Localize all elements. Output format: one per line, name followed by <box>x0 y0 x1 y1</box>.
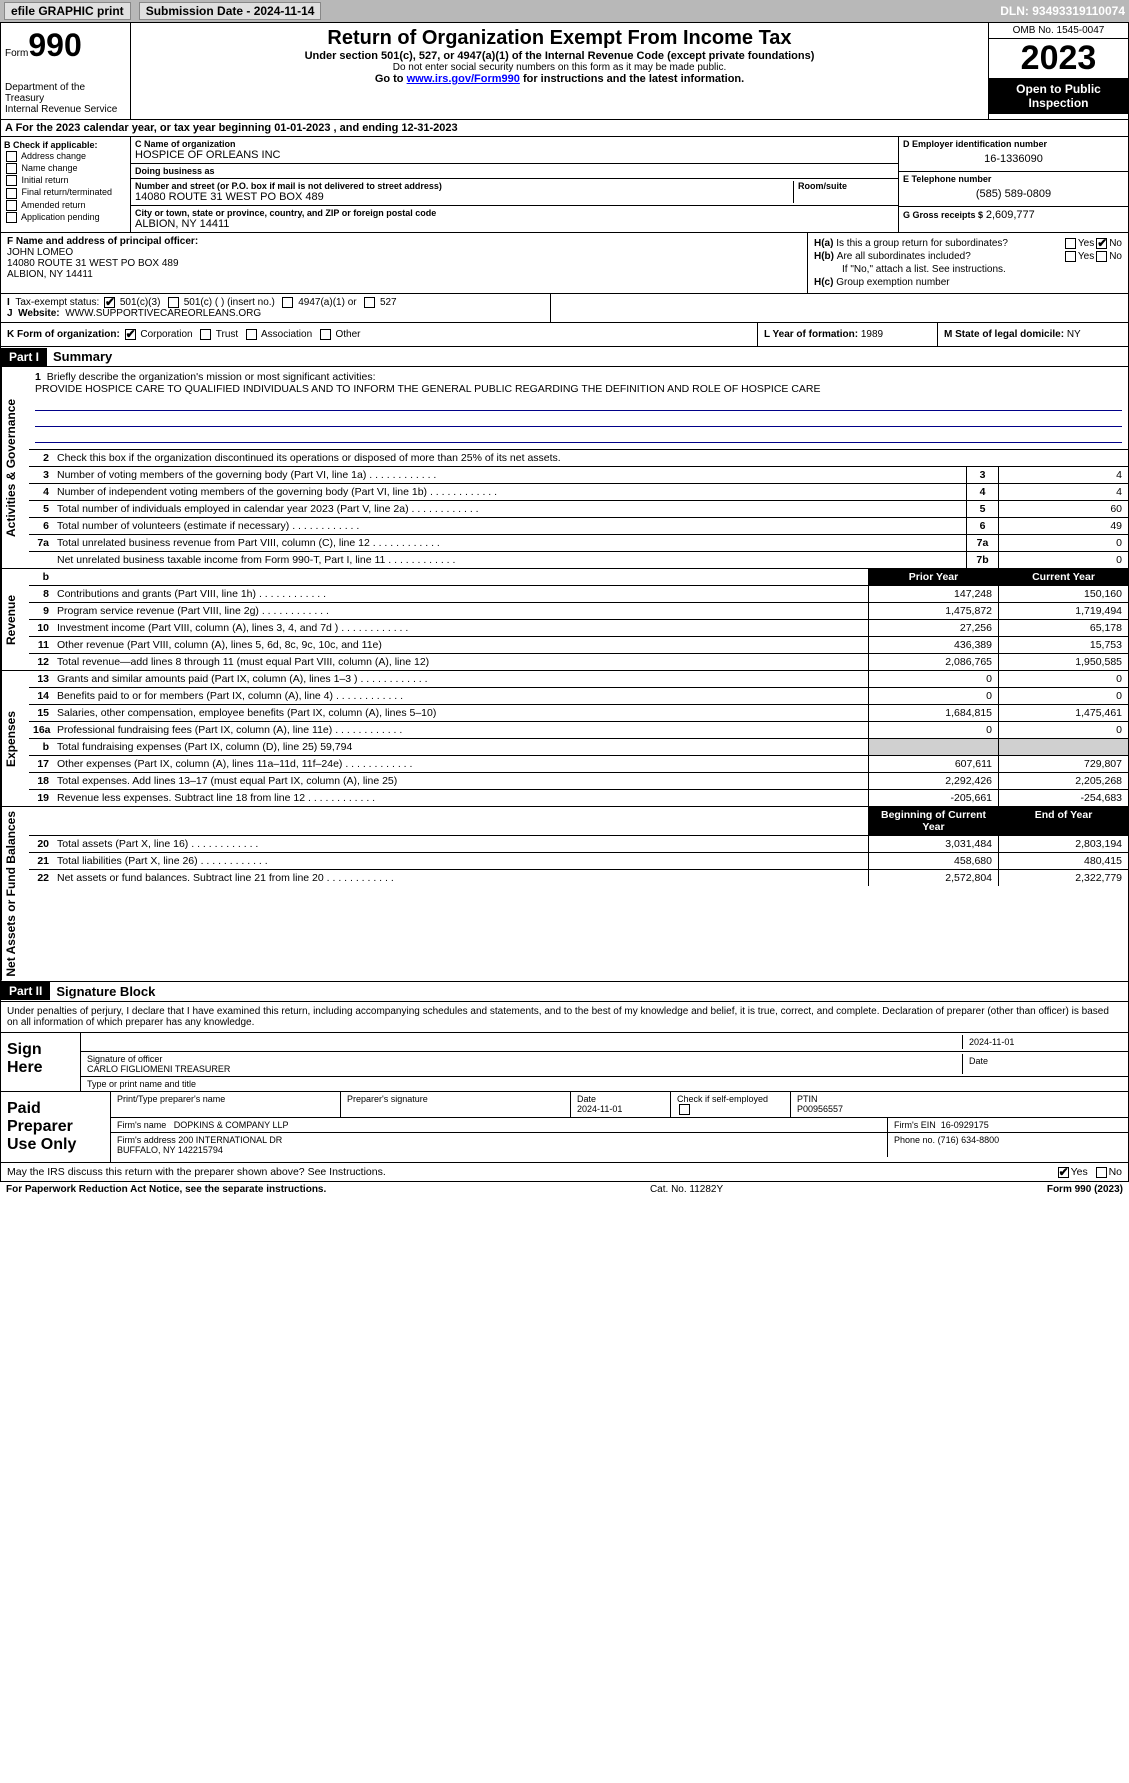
officer-signature-label: Signature of officer <box>87 1054 962 1064</box>
part-i-hdr: Part I <box>1 348 47 366</box>
chk-name-change[interactable]: Name change <box>4 163 127 174</box>
form-header: Form990 Department of the Treasury Inter… <box>0 22 1129 120</box>
form-subtitle-2: Do not enter social security numbers on … <box>135 62 984 73</box>
footer-left: For Paperwork Reduction Act Notice, see … <box>6 1184 326 1195</box>
box-c-city: City or town, state or province, country… <box>131 206 898 232</box>
firm-ein-col: Firm's EIN 16-0929175 <box>888 1118 1128 1132</box>
discuss-row: May the IRS discuss this return with the… <box>0 1163 1129 1182</box>
topbar: efile GRAPHIC print Submission Date - 20… <box>0 0 1129 22</box>
row-i-j: I Tax-exempt status: 501(c)(3) 501(c) ( … <box>0 294 1129 323</box>
chk-amended-return[interactable]: Amended return <box>4 200 127 211</box>
chk-app-pending[interactable]: Application pending <box>4 212 127 223</box>
ha-yes[interactable] <box>1065 238 1076 249</box>
chk-501c[interactable] <box>168 297 179 308</box>
discuss-no[interactable] <box>1096 1167 1107 1178</box>
paid-preparer: Paid Preparer Use Only Print/Type prepar… <box>0 1092 1129 1163</box>
part-ii-hdr: Part II <box>1 982 50 1000</box>
preparer-sig-col: Preparer's signature <box>341 1092 571 1117</box>
tab-expenses: Expenses <box>1 671 29 806</box>
form-number: 990 <box>28 27 81 63</box>
page-footer: For Paperwork Reduction Act Notice, see … <box>0 1182 1129 1197</box>
preparer-date-col: Date2024-11-01 <box>571 1092 671 1117</box>
ptin-col: PTINP00956557 <box>791 1092 1128 1117</box>
box-b: B Check if applicable: Address change Na… <box>1 137 131 232</box>
box-h: H(a) Is this a group return for subordin… <box>808 233 1128 293</box>
tab-governance: Activities & Governance <box>1 367 29 568</box>
box-d-ein: D Employer identification number 16-1336… <box>899 137 1128 172</box>
section-f-h: F Name and address of principal officer:… <box>0 233 1129 294</box>
summary-expenses: Expenses 13Grants and similar amounts pa… <box>0 671 1129 807</box>
type-name-label: Type or print name and title <box>87 1079 196 1089</box>
perjury-statement: Under penalties of perjury, I declare th… <box>0 1002 1129 1033</box>
hb-yes[interactable] <box>1065 251 1076 262</box>
section-b-through-g: B Check if applicable: Address change Na… <box>0 137 1129 233</box>
footer-cat-no: Cat. No. 11282Y <box>326 1184 1047 1195</box>
sign-date: 2024-11-01 <box>962 1035 1122 1049</box>
form-title: Return of Organization Exempt From Incom… <box>135 27 984 50</box>
paid-preparer-label: Paid Preparer Use Only <box>1 1092 111 1162</box>
chk-corp[interactable] <box>125 329 136 340</box>
form-label: Form <box>5 48 28 59</box>
chk-4947[interactable] <box>282 297 293 308</box>
firm-phone-col: Phone no. (716) 634-8800 <box>888 1133 1128 1157</box>
form-subtitle: Under section 501(c), 527, or 4947(a)(1)… <box>135 50 984 62</box>
box-c-dba: Doing business as <box>131 164 898 179</box>
box-f: F Name and address of principal officer:… <box>1 233 808 293</box>
discuss-yes[interactable] <box>1058 1167 1069 1178</box>
box-g-receipts: G Gross receipts $ 2,609,777 <box>899 207 1128 223</box>
box-c-name: C Name of organization HOSPICE OF ORLEAN… <box>131 137 898 164</box>
preparer-name-col: Print/Type preparer's name <box>111 1092 341 1117</box>
firm-name-col: Firm's name DOPKINS & COMPANY LLP <box>111 1118 888 1132</box>
part-ii-title: Signature Block <box>50 982 161 1001</box>
open-to-public: Open to Public Inspection <box>989 78 1128 114</box>
row-k-l-m: K Form of organization: Corporation Trus… <box>0 323 1129 347</box>
summary-net-assets: Net Assets or Fund Balances Beginning of… <box>0 807 1129 982</box>
website-url: WWW.SUPPORTIVECAREORLEANS.ORG <box>65 308 261 319</box>
ha-no[interactable] <box>1096 238 1107 249</box>
tab-revenue: Revenue <box>1 569 29 670</box>
date-label: Date <box>962 1054 1122 1074</box>
box-c-street-row: Number and street (or P.O. box if mail i… <box>131 179 898 206</box>
footer-form: Form 990 (2023) <box>1047 1184 1123 1195</box>
row-a-period: A For the 2023 calendar year, or tax yea… <box>0 120 1129 137</box>
dln: DLN: 93493319110074 <box>1000 4 1125 18</box>
hb-no[interactable] <box>1096 251 1107 262</box>
part-ii-bar: Part II Signature Block <box>0 982 1129 1002</box>
tab-net-assets: Net Assets or Fund Balances <box>1 807 29 981</box>
officer-name: CARLO FIGLIOMENI TREASURER <box>87 1064 962 1074</box>
chk-initial-return[interactable]: Initial return <box>4 175 127 186</box>
chk-501c3[interactable] <box>104 297 115 308</box>
part-i-title: Summary <box>47 347 118 366</box>
chk-trust[interactable] <box>200 329 211 340</box>
line-1-mission: 1 Briefly describe the organization's mi… <box>29 367 1128 450</box>
sign-here: Sign Here 2024-11-01 Signature of office… <box>0 1033 1129 1092</box>
tax-year: 2023 <box>989 39 1128 78</box>
chk-address-change[interactable]: Address change <box>4 151 127 162</box>
submission-date: Submission Date - 2024-11-14 <box>139 2 322 20</box>
box-b-title: B Check if applicable: <box>4 140 127 150</box>
efile-button[interactable]: efile GRAPHIC print <box>4 2 131 20</box>
chk-other[interactable] <box>320 329 331 340</box>
goto-line: Go to www.irs.gov/Form990 for instructio… <box>135 73 984 85</box>
firm-addr-col: Firm's address 200 INTERNATIONAL DR BUFF… <box>111 1133 888 1157</box>
box-e-phone: E Telephone number (585) 589-0809 <box>899 172 1128 207</box>
chk-final-return[interactable]: Final return/terminated <box>4 187 127 198</box>
dept-label: Department of the Treasury Internal Reve… <box>5 82 126 115</box>
omb-number: OMB No. 1545-0047 <box>989 23 1128 39</box>
part-i-bar: Part I Summary <box>0 347 1129 367</box>
summary-governance: Activities & Governance 1 Briefly descri… <box>0 367 1129 569</box>
goto-link[interactable]: www.irs.gov/Form990 <box>407 73 520 85</box>
chk-527[interactable] <box>364 297 375 308</box>
self-employed-col: Check if self-employed <box>671 1092 791 1117</box>
chk-assoc[interactable] <box>246 329 257 340</box>
chk-self-employed[interactable] <box>679 1104 690 1115</box>
summary-revenue: Revenue bPrior YearCurrent Year 8Contrib… <box>0 569 1129 671</box>
sign-here-label: Sign Here <box>1 1033 81 1091</box>
